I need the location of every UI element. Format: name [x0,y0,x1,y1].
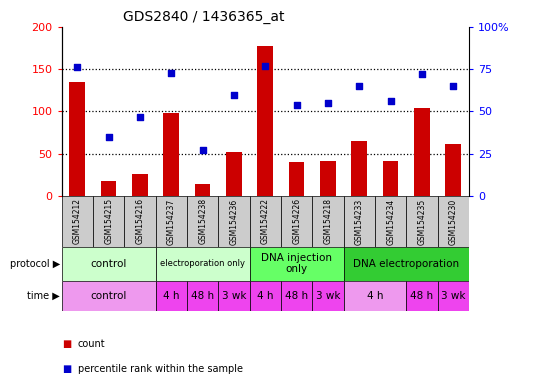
Bar [257,46,273,196]
Text: GSM154234: GSM154234 [386,198,395,245]
Text: GSM154238: GSM154238 [198,198,207,245]
Text: DNA injection
only: DNA injection only [261,253,332,275]
Bar [406,281,438,311]
Bar [312,196,344,247]
Point [292,102,301,108]
Point [324,100,332,106]
Text: GSM154233: GSM154233 [355,198,364,245]
Point [418,71,426,77]
Text: 48 h: 48 h [191,291,214,301]
Text: 3 wk: 3 wk [316,291,340,301]
Text: protocol ▶: protocol ▶ [10,259,60,269]
Text: 4 h: 4 h [257,291,273,301]
Point [261,63,270,69]
Text: DNA electroporation: DNA electroporation [353,259,459,269]
Text: count: count [78,339,106,349]
Text: GSM154237: GSM154237 [167,198,176,245]
Bar [312,281,344,311]
Bar [155,247,250,281]
Bar [93,196,124,247]
Bar [406,196,438,247]
Bar [414,108,430,196]
Text: GSM154226: GSM154226 [292,198,301,245]
Text: GSM154236: GSM154236 [229,198,239,245]
Bar [124,196,155,247]
Bar [383,161,398,196]
Bar [344,247,469,281]
Bar [344,196,375,247]
Text: 4 h: 4 h [367,291,383,301]
Text: ■: ■ [62,339,71,349]
Bar [438,281,469,311]
Bar [195,184,211,196]
Bar [281,196,312,247]
Point [136,113,144,119]
Text: control: control [91,291,127,301]
Bar [155,281,187,311]
Text: GDS2840 / 1436365_at: GDS2840 / 1436365_at [123,10,284,25]
Point [355,83,363,89]
Point [105,134,113,140]
Bar [352,141,367,196]
Bar [250,281,281,311]
Bar [438,196,469,247]
Text: ■: ■ [62,364,71,374]
Bar [250,196,281,247]
Bar [218,281,250,311]
Text: percentile rank within the sample: percentile rank within the sample [78,364,243,374]
Bar [375,196,406,247]
Point [449,83,458,89]
Text: 4 h: 4 h [163,291,180,301]
Bar [445,144,461,196]
Bar [62,247,155,281]
Text: GSM154230: GSM154230 [449,198,458,245]
Text: GSM154222: GSM154222 [261,199,270,244]
Text: GSM154218: GSM154218 [324,199,332,244]
Text: time ▶: time ▶ [27,291,60,301]
Point [230,91,239,98]
Text: GSM154215: GSM154215 [104,198,113,245]
Text: electroporation only: electroporation only [160,259,245,268]
Bar [187,196,218,247]
Text: control: control [91,259,127,269]
Bar [62,281,155,311]
Text: GSM154216: GSM154216 [136,198,145,245]
Text: 48 h: 48 h [285,291,308,301]
Bar [344,281,406,311]
Bar [226,152,242,196]
Bar [289,162,304,196]
Point [198,147,207,154]
Text: GSM154235: GSM154235 [418,198,427,245]
Bar [155,196,187,247]
Bar [218,196,250,247]
Bar [187,281,218,311]
Bar [250,247,344,281]
Text: 3 wk: 3 wk [441,291,466,301]
Text: 3 wk: 3 wk [222,291,246,301]
Point [167,70,176,76]
Bar [320,161,336,196]
Point [386,98,395,104]
Text: GSM154212: GSM154212 [73,199,82,244]
Text: 48 h: 48 h [411,291,434,301]
Bar [62,196,93,247]
Bar [132,174,148,196]
Point [73,65,81,71]
Bar [163,113,179,196]
Bar [281,281,312,311]
Bar [101,181,116,196]
Bar [70,82,85,196]
